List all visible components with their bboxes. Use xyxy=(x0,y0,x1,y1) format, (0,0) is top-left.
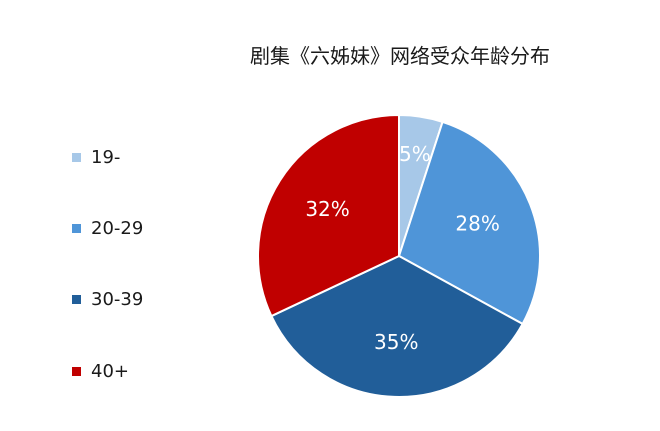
slice-20-29 xyxy=(397,120,541,326)
legend-item-19-: 19- xyxy=(72,147,120,168)
data-label-20-29: 28% xyxy=(455,211,499,235)
legend-swatch-19- xyxy=(72,153,81,162)
data-label-40plus: 32% xyxy=(305,197,349,221)
legend-label-30-39: 30-39 xyxy=(91,289,144,310)
legend-item-20-29: 20-29 xyxy=(72,218,143,239)
legend-label-40plus: 40+ xyxy=(91,361,129,382)
legend-item-30-39: 30-39 xyxy=(72,289,143,310)
data-label-30-39: 35% xyxy=(374,330,418,354)
legend-swatch-30-39 xyxy=(72,295,81,304)
slice-30-39 xyxy=(270,254,524,398)
legend-swatch-40plus xyxy=(72,367,81,376)
data-label-19-: 5% xyxy=(399,142,431,166)
legend-item-40plus: 40+ xyxy=(72,361,129,382)
legend-label-19-: 19- xyxy=(91,147,121,168)
slice-40plus xyxy=(257,113,400,318)
chart-title: 剧集《六姊妹》网络受众年龄分布 xyxy=(250,44,550,68)
legend-label-20-29: 20-29 xyxy=(91,218,144,239)
legend-swatch-20-29 xyxy=(72,224,81,233)
